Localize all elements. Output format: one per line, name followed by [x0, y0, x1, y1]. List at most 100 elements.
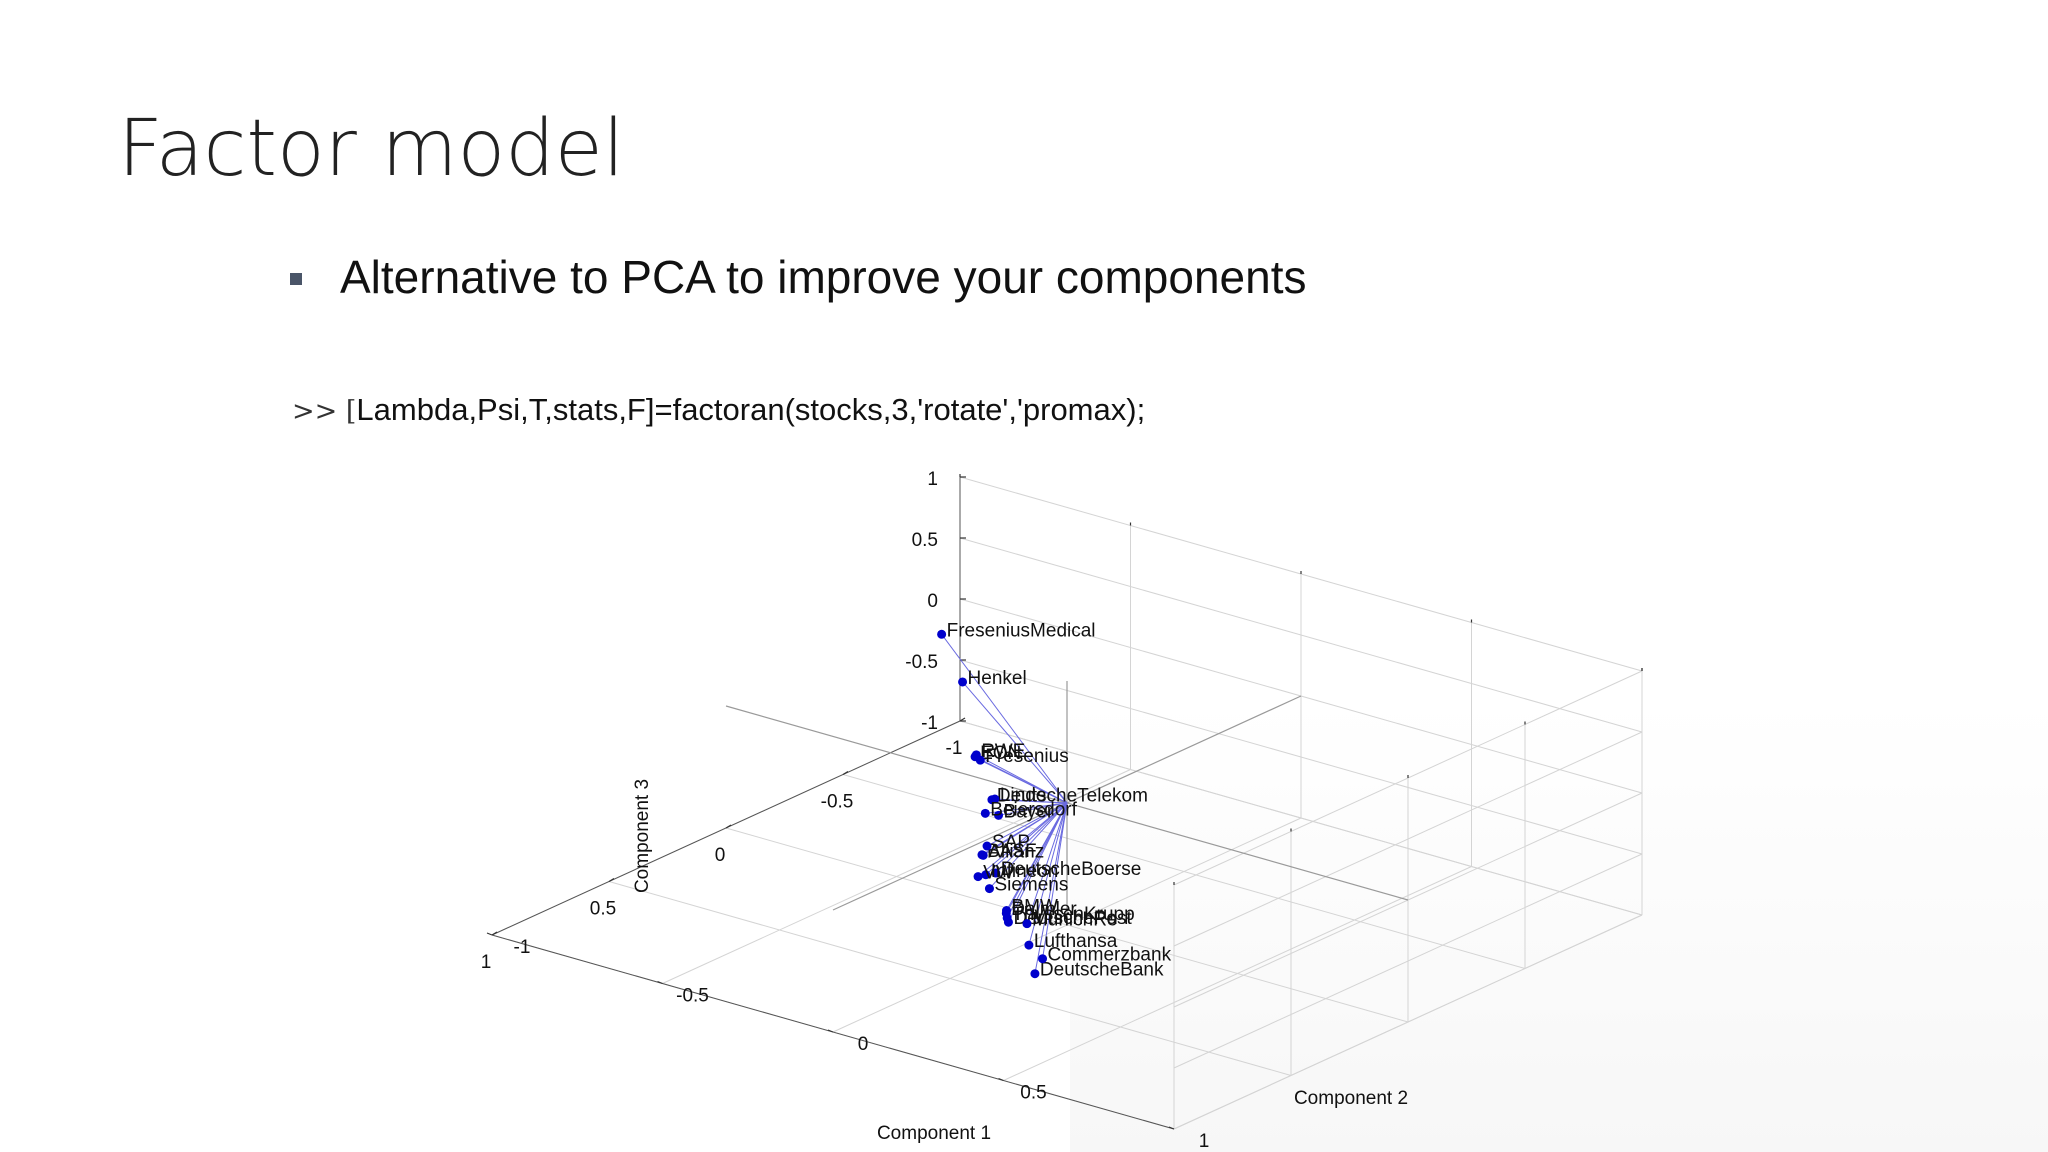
y-tick-label: -1: [514, 937, 531, 958]
bullet-item: Alternative to PCA to improve your compo…: [290, 250, 1306, 304]
point-label: ThyssenKrupp: [1012, 904, 1135, 925]
z-axis-label: Component 3: [632, 779, 653, 893]
data-point: [1003, 917, 1013, 927]
bullet-text: Alternative to PCA to improve your compo…: [340, 251, 1307, 303]
point-label: DeutschePost: [1013, 908, 1132, 929]
data-point: [1030, 969, 1040, 979]
y-axis-label: Component 2: [1294, 1088, 1408, 1109]
x-tick-mark: [491, 931, 498, 936]
point-label: VW: [983, 863, 1014, 884]
loading-vector: [977, 802, 1068, 877]
point-label: DeutscheBank: [1040, 960, 1164, 981]
y-tick-mark: [827, 1029, 834, 1033]
y-tick-label: -0.5: [676, 986, 709, 1007]
z-tick-label: -1: [921, 713, 938, 734]
x-axis-label: Component 1: [877, 1123, 991, 1144]
x-tick-mark: [608, 877, 615, 883]
data-point: [973, 872, 983, 882]
data-point: [1022, 919, 1032, 929]
data-point: [978, 850, 988, 860]
grid-line: [1173, 914, 1643, 1130]
y-tick-mark: [1168, 1126, 1175, 1130]
y-tick-mark: [486, 932, 493, 936]
loading-vector: [982, 802, 1068, 856]
point-label: Siemens: [994, 875, 1068, 896]
data-point: [991, 868, 1001, 878]
x-tick-label: -1: [946, 738, 963, 759]
point-label: DeutscheTelekom: [997, 786, 1148, 807]
data-point: [975, 755, 985, 765]
point-label: EON: [980, 743, 1021, 764]
loading-vector: [985, 802, 1068, 876]
loading-vector: [980, 759, 1068, 804]
point-label: Bayer: [1004, 801, 1054, 822]
data-point: [981, 870, 991, 880]
x-tick-mark: [842, 770, 849, 776]
point-label: BASF: [987, 841, 1037, 862]
y-tick-label: 1: [1199, 1131, 1210, 1152]
point-label: Allianz: [988, 841, 1044, 862]
point-label: Henkel: [968, 668, 1027, 689]
loading-vector: [941, 633, 1068, 804]
point-label: Lufthansa: [1034, 931, 1118, 952]
point-label: Daimler: [1011, 899, 1077, 920]
z-tick-label: 0: [927, 591, 938, 612]
point-label: FreseniusMedical: [947, 620, 1096, 641]
loading-vector: [986, 802, 1068, 847]
loading-vector: [1034, 802, 1068, 974]
bullet-square-icon: [290, 273, 302, 285]
code-line: >> [Lambda,Psi,T,stats,F]=factoran(stock…: [292, 392, 1145, 428]
grid-line: [1003, 866, 1472, 1081]
loading-vector: [1007, 802, 1068, 923]
loading-vector: [962, 681, 1068, 804]
grid-line: [1173, 731, 1643, 947]
data-point: [1024, 940, 1034, 950]
loading-vector: [976, 754, 1068, 804]
x-tick-label: 1: [481, 952, 492, 973]
background-shade: [1070, 700, 2048, 1152]
loading-vector: [994, 798, 1068, 804]
code-bracket: [: [345, 396, 357, 427]
loading-vector: [989, 802, 1068, 889]
point-label: SAP: [992, 832, 1030, 853]
z-tick-label: 0.5: [912, 530, 938, 551]
loading-vector: [995, 802, 1068, 874]
point-label: Infineon: [991, 861, 1059, 882]
point-label: DeutscheBoerse: [1001, 859, 1141, 880]
slide-title: Factor model: [118, 104, 625, 194]
data-point: [990, 794, 1000, 804]
x-tick-label: -0.5: [821, 792, 854, 813]
y-tick-label: 0.5: [1020, 1083, 1046, 1104]
point-label: MunichRe: [1032, 910, 1118, 931]
y-tick-mark: [657, 980, 663, 985]
point-label: Linde: [1000, 785, 1047, 806]
x-tick-label: 0.5: [590, 899, 616, 920]
z-tick-label: -0.5: [905, 652, 938, 673]
point-label: RWE: [981, 741, 1025, 762]
code-prompt: >>: [292, 396, 338, 427]
point-label: BMW: [1012, 897, 1059, 918]
data-point: [958, 677, 968, 687]
z-tick-label: 1: [927, 469, 938, 490]
point-label: Commerzbank: [1048, 945, 1172, 966]
loading-vector: [1028, 802, 1068, 946]
data-point: [1038, 954, 1048, 964]
point-label: Fresenius: [985, 746, 1068, 767]
data-point: [937, 629, 947, 639]
grid-line: [959, 537, 1643, 733]
data-point: [994, 810, 1004, 820]
data-point: [1002, 906, 1011, 916]
y-tick-mark: [998, 1077, 1004, 1082]
loading-vector: [1042, 802, 1068, 959]
x-tick-mark: [725, 824, 732, 829]
x-tick-label: 0: [715, 845, 726, 866]
loading-vector: [1026, 802, 1068, 924]
data-point: [982, 841, 992, 851]
grid-line: [608, 881, 1292, 1076]
data-point: [980, 808, 990, 818]
point-label: Beiersdorf: [990, 799, 1077, 820]
loading-vector: [998, 802, 1068, 816]
loading-vector: [1006, 802, 1068, 911]
